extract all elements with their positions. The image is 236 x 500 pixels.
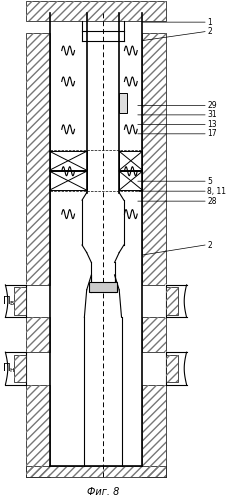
Text: $\Pi_{\rm в}$: $\Pi_{\rm в}$	[2, 294, 16, 308]
Text: 28: 28	[207, 196, 217, 205]
Bar	[26, 318, 50, 352]
Bar	[142, 318, 166, 352]
Text: 8, 11: 8, 11	[207, 186, 226, 196]
Text: 13: 13	[207, 120, 217, 129]
Bar	[119, 171, 142, 190]
Bar	[26, 466, 166, 477]
Bar	[166, 354, 178, 382]
Text: Фиг. 8: Фиг. 8	[87, 487, 119, 497]
Bar	[142, 318, 166, 352]
Bar	[142, 33, 166, 285]
Text: 1: 1	[207, 18, 212, 26]
Bar	[26, 0, 166, 20]
Bar	[26, 466, 166, 477]
Bar	[13, 288, 26, 315]
Bar	[26, 384, 50, 477]
Bar	[50, 171, 87, 190]
Bar	[89, 282, 117, 292]
Bar	[26, 384, 50, 477]
Polygon shape	[5, 352, 26, 384]
Bar	[13, 354, 26, 382]
Text: 29: 29	[207, 101, 217, 110]
Bar	[166, 354, 178, 382]
Bar	[142, 384, 166, 477]
Bar	[119, 93, 127, 113]
Bar	[166, 288, 178, 315]
Text: 2: 2	[207, 240, 212, 250]
Polygon shape	[166, 285, 186, 318]
Text: 5: 5	[207, 176, 212, 186]
Text: $\Pi_{\rm н}$: $\Pi_{\rm н}$	[2, 362, 16, 376]
Bar	[13, 354, 26, 382]
Bar	[142, 384, 166, 477]
Bar	[26, 33, 50, 285]
Bar	[13, 288, 26, 315]
Bar	[26, 318, 50, 352]
Bar	[26, 33, 50, 285]
Polygon shape	[166, 352, 186, 384]
Bar	[119, 152, 142, 170]
Text: 2: 2	[207, 27, 212, 36]
Polygon shape	[5, 285, 26, 318]
Text: 17: 17	[207, 130, 217, 138]
Bar	[142, 33, 166, 285]
Bar	[50, 152, 87, 170]
Bar	[26, 0, 166, 20]
Text: 31: 31	[207, 110, 217, 120]
Bar	[166, 288, 178, 315]
